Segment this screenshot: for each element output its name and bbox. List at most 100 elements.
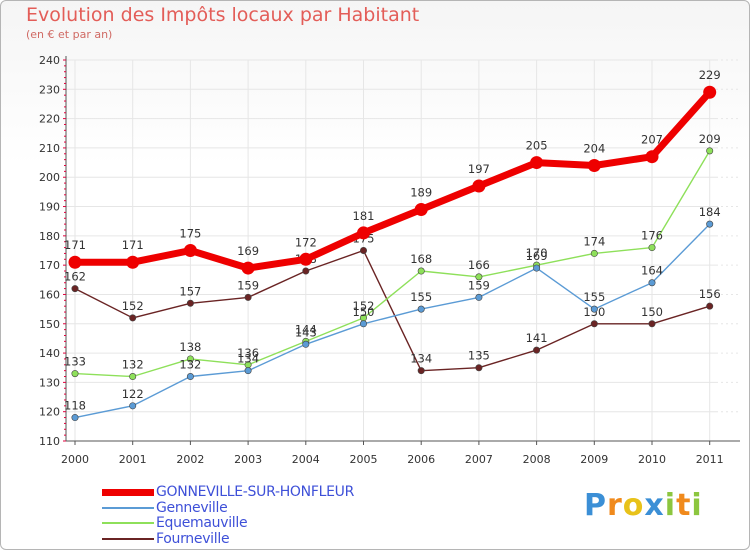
data-point-genneville <box>533 264 541 272</box>
y-tick-label: 170 <box>39 259 60 272</box>
data-point-fourneville <box>129 314 137 322</box>
x-tick-label: 2000 <box>61 453 89 466</box>
data-point-gonneville <box>126 255 140 269</box>
data-label-gonneville: 189 <box>410 185 432 199</box>
x-tick-label: 2001 <box>119 453 147 466</box>
y-tick-label: 200 <box>39 171 60 184</box>
data-point-genneville <box>186 373 194 381</box>
data-label-equemauville: 136 <box>237 346 259 360</box>
data-point-genneville <box>475 293 483 301</box>
series-line-genneville <box>74 223 711 419</box>
data-point-gonneville <box>183 244 197 257</box>
legend-item-equemauville: Equemauville <box>102 515 248 531</box>
x-tick-label: 2008 <box>523 453 551 466</box>
data-label-gonneville: 204 <box>583 142 605 156</box>
data-label-gonneville: 172 <box>295 235 317 249</box>
logo-letter: r <box>607 488 623 523</box>
data-point-fourneville <box>417 367 425 375</box>
data-point-equemauville <box>475 273 483 281</box>
legend-swatch-genneville <box>102 507 154 509</box>
data-point-fourneville <box>186 299 194 307</box>
data-label-fourneville: 152 <box>122 299 144 313</box>
y-tick-label: 190 <box>39 201 60 214</box>
data-point-equemauville <box>417 267 425 275</box>
legend-swatch-gonneville <box>102 488 154 496</box>
logo-letter: t <box>676 488 692 523</box>
data-label-gonneville: 171 <box>64 238 86 252</box>
data-point-gonneville <box>68 255 82 269</box>
data-label-gonneville: 175 <box>179 227 201 241</box>
data-point-gonneville <box>241 261 255 275</box>
data-label-fourneville: 141 <box>526 331 548 345</box>
data-point-fourneville <box>302 267 310 275</box>
x-tick-label: 2003 <box>234 453 262 466</box>
proxiti-logo: Proxiti <box>584 488 703 523</box>
data-label-equemauville: 168 <box>410 252 432 266</box>
data-label-equemauville: 209 <box>699 132 721 146</box>
data-point-fourneville <box>244 293 252 301</box>
data-point-equemauville <box>590 249 598 257</box>
data-point-fourneville <box>475 364 483 372</box>
data-point-genneville <box>648 279 656 287</box>
data-label-gonneville: 171 <box>122 238 144 252</box>
legend-item-genneville: Genneville <box>102 500 228 516</box>
y-tick-label: 220 <box>39 113 60 126</box>
data-label-genneville: 169 <box>526 249 548 263</box>
x-tick-label: 2009 <box>580 453 608 466</box>
y-tick-label: 110 <box>39 435 60 448</box>
legend-swatch-equemauville <box>102 522 154 524</box>
data-point-genneville <box>244 367 252 375</box>
data-label-fourneville: 162 <box>64 270 86 284</box>
data-label-fourneville: 134 <box>410 352 432 366</box>
data-point-equemauville <box>71 370 79 378</box>
data-point-gonneville <box>703 85 717 99</box>
data-point-gonneville <box>530 156 544 170</box>
data-label-genneville: 159 <box>468 278 490 292</box>
y-tick-label: 160 <box>39 288 60 301</box>
y-tick-label: 140 <box>39 347 60 360</box>
data-point-fourneville <box>71 285 79 293</box>
y-tick-label: 240 <box>39 54 60 67</box>
data-label-equemauville: 132 <box>122 358 144 372</box>
data-label-genneville: 155 <box>583 290 605 304</box>
logo-letter: P <box>584 488 607 523</box>
data-point-gonneville <box>587 159 601 173</box>
data-label-equemauville: 174 <box>583 234 605 248</box>
data-label-fourneville: 156 <box>699 287 721 301</box>
data-label-gonneville: 229 <box>699 68 721 82</box>
data-point-genneville <box>417 305 425 313</box>
data-label-equemauville: 144 <box>295 322 317 336</box>
data-point-fourneville <box>590 320 598 328</box>
y-tick-label: 120 <box>39 406 60 419</box>
x-tick-label: 2006 <box>407 453 435 466</box>
data-point-genneville <box>302 340 310 348</box>
y-tick-label: 150 <box>39 318 60 331</box>
legend-label-fourneville: Fourneville <box>156 531 230 547</box>
x-tick-label: 2010 <box>638 453 666 466</box>
series-line-equemauville <box>74 150 711 378</box>
legend-item-fourneville: Fourneville <box>102 531 230 547</box>
data-label-genneville: 184 <box>699 205 721 219</box>
data-label-gonneville: 181 <box>353 209 375 223</box>
data-label-genneville: 143 <box>295 325 317 339</box>
data-label-equemauville: 170 <box>526 246 548 260</box>
data-label-genneville: 134 <box>237 352 259 366</box>
data-point-gonneville <box>414 202 428 216</box>
data-label-gonneville: 197 <box>468 162 490 176</box>
data-label-equemauville: 152 <box>353 299 375 313</box>
data-label-genneville: 118 <box>64 399 86 413</box>
data-point-fourneville <box>359 247 367 255</box>
legend-item-gonneville: GONNEVILLE-SUR-HONFLEUR <box>102 484 354 500</box>
legend-label-genneville: Genneville <box>156 500 228 516</box>
chart-subtitle: (en € et par an) <box>26 28 113 41</box>
data-point-equemauville <box>648 244 656 252</box>
data-label-genneville: 132 <box>179 358 201 372</box>
y-tick-label: 180 <box>39 230 60 243</box>
data-label-equemauville: 176 <box>641 229 663 243</box>
data-point-gonneville <box>357 226 370 240</box>
data-point-gonneville <box>645 150 659 164</box>
data-point-genneville <box>359 320 367 328</box>
data-point-fourneville <box>706 302 714 310</box>
y-tick-label: 130 <box>39 376 60 389</box>
